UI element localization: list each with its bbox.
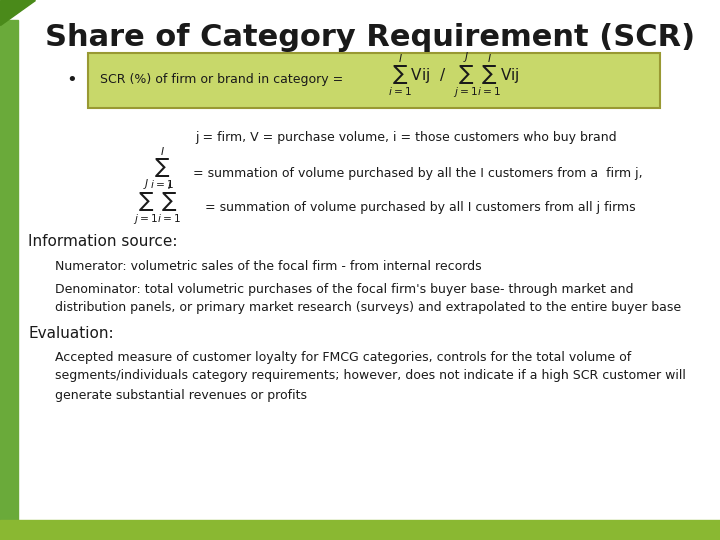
Text: Accepted measure of customer loyalty for FMCG categories, controls for the total: Accepted measure of customer loyalty for… [55,350,631,363]
Bar [0,20,18,520]
Text: = summation of volume purchased by all the I customers from a  firm j,: = summation of volume purchased by all t… [193,166,643,179]
Text: $\sum_{j=1}^{J}\sum_{i=1}^{I}$: $\sum_{j=1}^{J}\sum_{i=1}^{I}$ [133,177,181,227]
Text: = summation of volume purchased by all I customers from all j firms: = summation of volume purchased by all I… [205,200,636,213]
Text: generate substantial revenues or profits: generate substantial revenues or profits [55,388,307,402]
Text: distribution panels, or primary market research (surveys) and extrapolated to th: distribution panels, or primary market r… [55,301,681,314]
Polygon shape [0,0,35,25]
Text: Denominator: total volumetric purchases of the focal firm's buyer base- through : Denominator: total volumetric purchases … [55,284,634,296]
Text: Information source:: Information source: [28,234,178,249]
Text: •: • [67,71,77,89]
Text: segments/individuals category requirements; however, does not indicate if a high: segments/individuals category requiremen… [55,369,686,382]
Text: $\sum_{i=1}^{I}$: $\sum_{i=1}^{I}$ [150,145,174,191]
Text: Numerator: volumetric sales of the focal firm - from internal records: Numerator: volumetric sales of the focal… [55,260,482,273]
Bar [0,520,720,540]
Text: Share of Category Requirement (SCR): Share of Category Requirement (SCR) [45,23,695,51]
Text: Evaluation:: Evaluation: [28,326,114,341]
Text: $\sum_{i=1}^{I}$Vij  /  $\sum_{j=1}^{J}\sum_{i=1}^{I}$Vij: $\sum_{i=1}^{I}$Vij / $\sum_{j=1}^{J}\su… [388,50,520,100]
FancyBboxPatch shape [88,53,660,108]
Text: j = firm, V = purchase volume, i = those customers who buy brand: j = firm, V = purchase volume, i = those… [195,131,616,144]
Text: SCR (%) of firm or brand in category =: SCR (%) of firm or brand in category = [100,73,343,86]
